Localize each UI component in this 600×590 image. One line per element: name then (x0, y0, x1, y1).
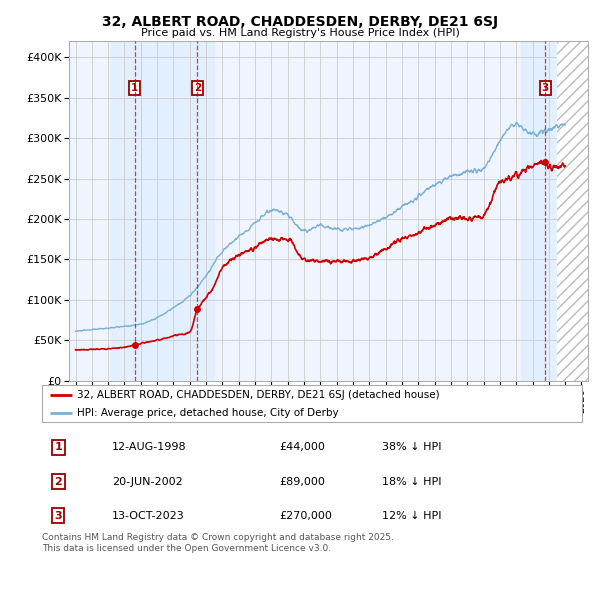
Bar (557, 41, 590, 381)
Text: 32, ALBERT ROAD, CHADDESDEN, DERBY, DE21 6SJ (detached house): 32, ALBERT ROAD, CHADDESDEN, DERBY, DE21… (77, 390, 440, 400)
Text: 3: 3 (542, 83, 549, 93)
Text: 20-JUN-2002: 20-JUN-2002 (112, 477, 183, 487)
Text: 2: 2 (55, 477, 62, 487)
Text: 3: 3 (55, 511, 62, 521)
Text: 1: 1 (55, 442, 62, 453)
Text: HPI: Average price, detached house, City of Derby: HPI: Average price, detached house, City… (77, 408, 339, 418)
Bar (557, 41, 590, 381)
Text: 38% ↓ HPI: 38% ↓ HPI (382, 442, 442, 453)
Text: 12-AUG-1998: 12-AUG-1998 (112, 442, 187, 453)
Text: £44,000: £44,000 (280, 442, 325, 453)
Text: 12% ↓ HPI: 12% ↓ HPI (382, 511, 442, 521)
Bar (112, 41, 214, 381)
Text: 13-OCT-2023: 13-OCT-2023 (112, 511, 185, 521)
Bar (521, 41, 565, 381)
Text: £89,000: £89,000 (280, 477, 325, 487)
Text: Contains HM Land Registry data © Crown copyright and database right 2025.
This d: Contains HM Land Registry data © Crown c… (42, 533, 394, 553)
Text: 1: 1 (131, 83, 138, 93)
Text: £270,000: £270,000 (280, 511, 332, 521)
Text: 2: 2 (194, 83, 201, 93)
Text: 18% ↓ HPI: 18% ↓ HPI (382, 477, 442, 487)
Text: Price paid vs. HM Land Registry's House Price Index (HPI): Price paid vs. HM Land Registry's House … (140, 28, 460, 38)
Text: 32, ALBERT ROAD, CHADDESDEN, DERBY, DE21 6SJ: 32, ALBERT ROAD, CHADDESDEN, DERBY, DE21… (102, 15, 498, 29)
